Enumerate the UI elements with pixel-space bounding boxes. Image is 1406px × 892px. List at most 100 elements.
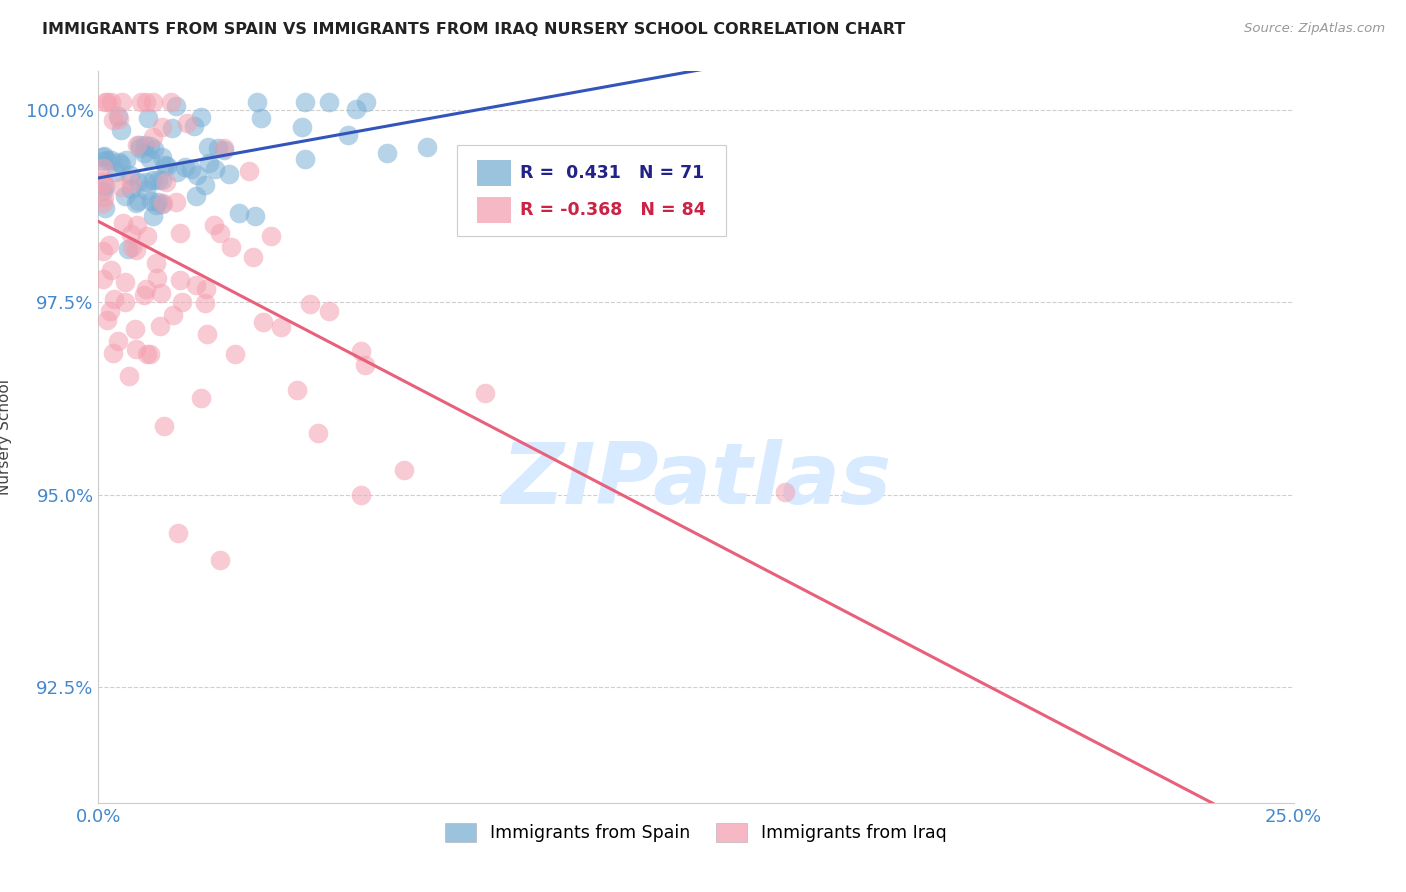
Immigrants from Iraq xyxy=(392,463,415,477)
Immigrants from Spain xyxy=(194,178,217,192)
Immigrants from Spain xyxy=(354,95,377,110)
Immigrants from Iraq xyxy=(190,392,212,406)
Immigrants from Spain xyxy=(204,162,226,177)
Immigrants from Iraq xyxy=(120,227,142,241)
Immigrants from Spain xyxy=(120,168,142,182)
Immigrants from Iraq xyxy=(98,237,121,252)
Immigrants from Spain xyxy=(148,195,170,210)
Immigrants from Iraq xyxy=(252,315,274,329)
Immigrants from Spain xyxy=(139,138,162,153)
Immigrants from Iraq xyxy=(170,295,193,310)
Immigrants from Spain xyxy=(114,189,136,203)
Immigrants from Iraq xyxy=(208,553,231,567)
Immigrants from Iraq xyxy=(111,95,134,110)
Immigrants from Iraq xyxy=(103,293,125,307)
Immigrants from Spain xyxy=(93,149,115,163)
Immigrants from Iraq xyxy=(124,322,146,336)
Immigrants from Iraq xyxy=(145,270,167,285)
Immigrants from Spain xyxy=(318,95,340,110)
Immigrants from Spain xyxy=(100,153,122,168)
Immigrants from Spain xyxy=(94,179,117,194)
Text: R =  0.431   N = 71: R = 0.431 N = 71 xyxy=(520,164,704,182)
Immigrants from Spain xyxy=(243,210,266,224)
Immigrants from Spain xyxy=(160,121,183,136)
Immigrants from Iraq xyxy=(125,219,148,233)
Immigrants from Spain xyxy=(183,119,205,133)
Immigrants from Spain xyxy=(291,120,314,134)
Immigrants from Spain xyxy=(416,140,439,154)
FancyBboxPatch shape xyxy=(477,160,510,186)
Immigrants from Iraq xyxy=(775,485,797,500)
Immigrants from Iraq xyxy=(150,120,173,134)
Immigrants from Spain xyxy=(214,144,236,158)
Immigrants from Spain xyxy=(127,175,149,189)
Immigrants from Spain xyxy=(115,153,138,167)
Immigrants from Iraq xyxy=(91,272,114,286)
Y-axis label: Nursery School: Nursery School xyxy=(0,379,11,495)
Immigrants from Spain xyxy=(128,138,150,153)
Immigrants from Spain xyxy=(294,152,316,166)
Immigrants from Iraq xyxy=(149,319,172,334)
Text: R = -0.368   N = 84: R = -0.368 N = 84 xyxy=(520,202,706,219)
Immigrants from Spain xyxy=(127,194,149,208)
Immigrants from Spain xyxy=(136,111,159,125)
Immigrants from Iraq xyxy=(155,175,177,189)
Immigrants from Spain xyxy=(150,196,173,211)
Immigrants from Iraq xyxy=(142,95,165,110)
Immigrants from Iraq xyxy=(101,346,124,360)
Immigrants from Iraq xyxy=(96,313,118,327)
Immigrants from Spain xyxy=(91,150,114,164)
Immigrants from Iraq xyxy=(125,138,148,153)
Immigrants from Spain xyxy=(186,168,208,182)
Immigrants from Iraq xyxy=(100,263,122,277)
Immigrants from Spain xyxy=(141,194,163,209)
Immigrants from Iraq xyxy=(120,176,142,190)
Immigrants from Iraq xyxy=(118,368,141,383)
Immigrants from Iraq xyxy=(125,243,148,257)
Immigrants from Iraq xyxy=(184,278,207,293)
Immigrants from Iraq xyxy=(242,250,264,264)
Immigrants from Iraq xyxy=(194,295,217,310)
Immigrants from Spain xyxy=(96,153,118,167)
Immigrants from Iraq xyxy=(132,288,155,302)
Immigrants from Spain xyxy=(150,151,173,165)
Immigrants from Iraq xyxy=(125,343,148,357)
Immigrants from Iraq xyxy=(139,347,162,361)
Immigrants from Iraq xyxy=(136,228,159,243)
Immigrants from Iraq xyxy=(166,525,188,540)
Immigrants from Spain xyxy=(197,140,219,154)
Immigrants from Iraq xyxy=(298,296,321,310)
Immigrants from Spain xyxy=(94,202,117,216)
Immigrants from Spain xyxy=(198,155,221,169)
Immigrants from Spain xyxy=(128,141,150,155)
Immigrants from Spain xyxy=(108,154,131,169)
Immigrants from Iraq xyxy=(202,218,225,232)
Immigrants from Iraq xyxy=(307,426,329,441)
Immigrants from Iraq xyxy=(208,226,231,240)
Immigrants from Iraq xyxy=(110,180,132,194)
Immigrants from Iraq xyxy=(149,285,172,300)
Immigrants from Spain xyxy=(91,153,114,168)
Immigrants from Iraq xyxy=(260,229,283,244)
Immigrants from Spain xyxy=(143,142,166,156)
Immigrants from Iraq xyxy=(285,383,308,397)
Immigrants from Iraq xyxy=(91,161,114,176)
Immigrants from Iraq xyxy=(93,189,115,203)
Immigrants from Iraq xyxy=(176,115,198,129)
Immigrants from Iraq xyxy=(136,347,159,361)
Immigrants from Spain xyxy=(145,198,167,212)
Immigrants from Spain xyxy=(337,128,360,143)
Immigrants from Spain xyxy=(249,112,271,126)
Immigrants from Spain xyxy=(142,209,165,223)
Immigrants from Iraq xyxy=(142,130,165,145)
Immigrants from Spain xyxy=(134,138,156,153)
Immigrants from Iraq xyxy=(350,343,373,358)
Immigrants from Spain xyxy=(110,157,132,171)
Text: ZIPatlas: ZIPatlas xyxy=(501,440,891,523)
Immigrants from Iraq xyxy=(93,95,115,110)
FancyBboxPatch shape xyxy=(477,197,510,224)
Immigrants from Iraq xyxy=(91,174,114,188)
Immigrants from Iraq xyxy=(114,275,136,289)
Immigrants from Iraq xyxy=(162,309,184,323)
Immigrants from Spain xyxy=(190,110,212,124)
